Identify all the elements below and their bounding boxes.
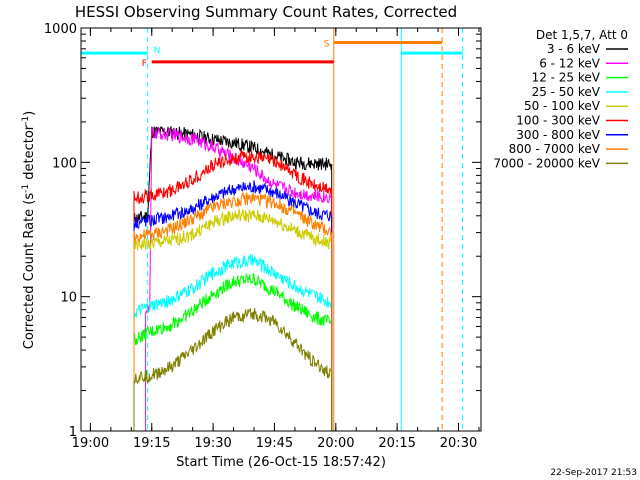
- series-line-8: [133, 192, 333, 431]
- chart-title: HESSI Observing Summary Count Rates, Cor…: [75, 3, 457, 21]
- x-tick-label: 20:15: [378, 436, 415, 451]
- x-tick-label: 20:00: [317, 436, 354, 451]
- legend-label: 50 - 100 keV: [524, 99, 601, 113]
- x-tick-label: 19:45: [256, 436, 293, 451]
- axis-ticks: 1 10 100 1000 19:00 19:15 19:30 19:45 20:00 20:15…: [44, 22, 481, 451]
- legend-label: 6 - 12 keV: [539, 56, 601, 70]
- y-tick-label: 100: [52, 156, 77, 171]
- series-line-3: [133, 272, 333, 431]
- legend-label: 3 - 6 keV: [547, 42, 601, 56]
- legend-label: 25 - 50 keV: [532, 85, 601, 99]
- x-tick-label: 19:15: [133, 436, 170, 451]
- flag-label: S: [324, 39, 330, 49]
- y-tick-label: 1: [69, 425, 77, 440]
- series-line-9: [133, 307, 333, 431]
- legend-label: 100 - 300 keV: [516, 114, 600, 128]
- legend-label: 7000 - 20000 keV: [493, 156, 600, 170]
- legend-header: Det 1,5,7, Att 0: [536, 28, 628, 42]
- y-tick-label: 1000: [44, 22, 77, 37]
- legend-label: 12 - 25 keV: [532, 71, 601, 85]
- x-tick-label: 19:30: [194, 436, 231, 451]
- flag-label: N: [154, 46, 161, 56]
- legend-label: 800 - 7000 keV: [509, 142, 601, 156]
- series-line-2: [145, 126, 333, 431]
- y-axis-label: Corrected Count Rate (s-1 detector-1): [21, 111, 37, 349]
- flag-label: F: [142, 59, 147, 69]
- series-line-6: [133, 150, 333, 431]
- series-line-7: [133, 180, 333, 431]
- x-tick-label: 19:00: [72, 436, 109, 451]
- y-tick-label: 10: [60, 291, 77, 306]
- series-line-4: [133, 253, 333, 431]
- series-line-1: [133, 126, 333, 431]
- series-line-5: [133, 207, 333, 431]
- x-tick-label: 20:30: [440, 436, 477, 451]
- x-axis-label: Start Time (26-Oct-15 18:57:42): [176, 455, 386, 470]
- plot-frame: [80, 27, 482, 432]
- flag-bars: NF S: [81, 28, 464, 431]
- series-layer: [133, 126, 333, 431]
- timestamp: 22-Sep-2017 21:53: [550, 468, 637, 478]
- legend-label: 300 - 800 keV: [516, 128, 600, 142]
